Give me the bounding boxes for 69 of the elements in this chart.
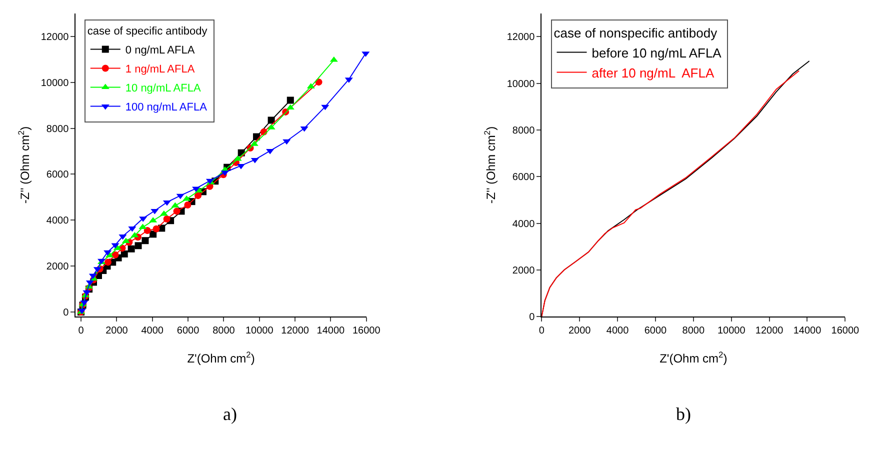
x-tick-label: 12000	[281, 326, 310, 337]
point	[118, 234, 127, 240]
point	[250, 158, 259, 164]
point	[194, 192, 202, 200]
x-tick-label: 10000	[245, 326, 274, 337]
legend-label: 1 ng/mL AFLA	[125, 64, 196, 76]
y-tick-label: 4000	[512, 218, 536, 230]
x-tick-label: 10000	[717, 326, 746, 337]
point	[128, 226, 136, 232]
point	[286, 104, 294, 110]
point	[184, 202, 192, 208]
x-tick-label: 16000	[831, 326, 860, 337]
x-tick-label: 6000	[176, 326, 200, 337]
point	[173, 208, 180, 215]
point	[138, 224, 147, 230]
legend-label: 10 ng/mL AFLA	[125, 82, 202, 95]
point	[282, 139, 291, 145]
y-tick-label: 2000	[512, 266, 536, 276]
point	[176, 194, 184, 200]
point	[163, 216, 170, 223]
point	[86, 280, 94, 286]
y-tick-label: 8000	[512, 126, 536, 137]
legend-title: case of nonspecific antibody	[554, 25, 718, 40]
x-tick-label: 0	[78, 326, 84, 337]
legend-label: 100 ng/mL AFLA	[125, 102, 208, 114]
y-tick-label: 10000	[506, 78, 536, 90]
y-tick-label: 6000	[512, 172, 536, 184]
y-tick-label: 0	[63, 308, 70, 319]
y-tick-label: 10000	[40, 78, 70, 89]
point	[321, 104, 330, 110]
legend-title: case of specific antibody	[87, 26, 208, 38]
x-tick-label: 6000	[644, 326, 668, 337]
x-tick-label: 2000	[106, 326, 128, 337]
legend-label: before 10 ng/mL AFLA	[592, 45, 722, 60]
point	[128, 245, 135, 252]
y-tick-label: 12000	[506, 32, 536, 44]
x-axis-title: Z'(Ohm cm$^{2}$)	[660, 350, 728, 366]
x-tick-label: 16000	[352, 326, 381, 337]
x-tick-label: 4000	[141, 326, 164, 337]
point	[150, 208, 159, 214]
point	[152, 225, 160, 232]
y-tick-label: 0	[529, 312, 536, 324]
x-tick-label: 2000	[568, 326, 592, 337]
x-tick-label: 14000	[793, 326, 822, 337]
x-tick-label: 4000	[606, 326, 630, 337]
y-tick-label: 12000	[40, 32, 70, 43]
point	[286, 96, 294, 104]
y-tick-label: 8000	[46, 124, 70, 135]
point	[268, 116, 275, 124]
text: a)	[223, 404, 237, 424]
point	[144, 227, 151, 234]
x-axis-title: Z'(Ohm cm$^{2}$)	[187, 350, 255, 366]
x-tick-label: 0	[538, 326, 545, 337]
y-tick-label: 4000	[46, 216, 70, 227]
text: b)	[676, 404, 691, 424]
point	[120, 250, 128, 258]
x-tick-label: 14000	[316, 326, 346, 337]
y-tick-label: 2000	[46, 262, 70, 273]
point	[104, 258, 112, 266]
point	[160, 210, 168, 216]
legend-label: 0 ng/mL AFLA	[125, 44, 196, 57]
y-tick-label: 6000	[46, 170, 70, 181]
x-tick-label: 12000	[755, 326, 784, 337]
point	[142, 237, 149, 244]
point	[112, 251, 119, 258]
x-tick-label: 8000	[212, 326, 236, 337]
legend-label: after 10 ng/mL AFLA	[592, 65, 714, 80]
x-tick-label: 8000	[682, 326, 705, 337]
point	[134, 242, 142, 250]
